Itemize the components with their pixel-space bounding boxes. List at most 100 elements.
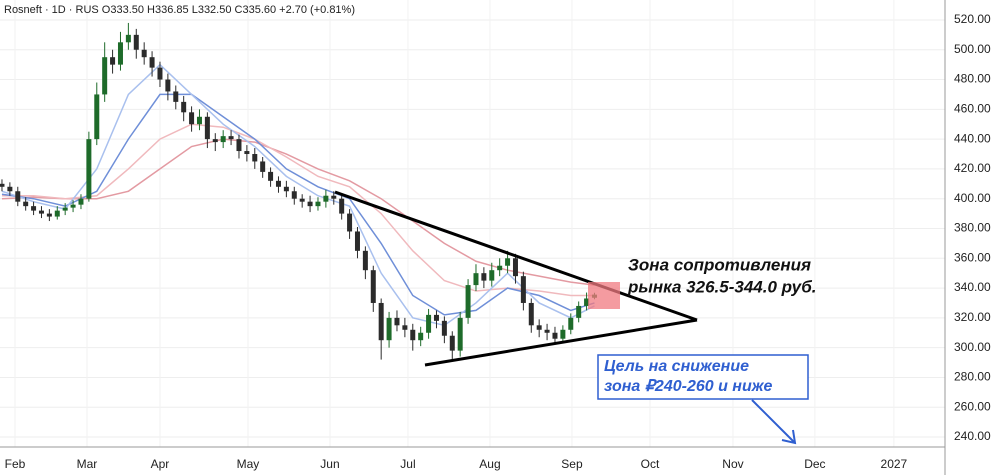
candle-body bbox=[291, 191, 297, 199]
x-tick-label: Nov bbox=[722, 457, 743, 471]
target-arrow bbox=[751, 399, 796, 444]
candle-body bbox=[354, 231, 360, 251]
y-tick-label: 520.00 bbox=[954, 12, 991, 26]
candle-body bbox=[544, 329, 550, 333]
candle-body bbox=[189, 112, 195, 125]
candle-body bbox=[70, 204, 76, 208]
candle-body bbox=[315, 201, 321, 207]
candle-body bbox=[339, 198, 345, 214]
candle-body bbox=[54, 210, 60, 217]
y-tick-label: 300.00 bbox=[954, 340, 991, 354]
candle-body bbox=[410, 329, 416, 341]
candle-body bbox=[584, 298, 590, 306]
candle-body bbox=[489, 270, 495, 281]
y-tick-label: 380.00 bbox=[954, 221, 991, 235]
x-tick-label: Mar bbox=[77, 457, 98, 471]
y-tick-label: 400.00 bbox=[954, 191, 991, 205]
candle-body bbox=[23, 201, 29, 207]
x-tick-label: Jul bbox=[400, 457, 415, 471]
y-tick-label: 240.00 bbox=[954, 429, 991, 443]
candle-body bbox=[426, 314, 432, 333]
candle-body bbox=[449, 335, 455, 351]
candle-body bbox=[560, 329, 566, 339]
candle-body bbox=[441, 320, 447, 336]
candle-body bbox=[512, 258, 518, 277]
y-tick-label: 420.00 bbox=[954, 161, 991, 175]
candle-body bbox=[275, 180, 281, 187]
candle-body bbox=[433, 314, 439, 321]
annotation: рынка 326.5-344.0 руб. bbox=[627, 277, 817, 296]
candle-body bbox=[252, 154, 258, 162]
candle-body bbox=[228, 136, 234, 140]
candle-body bbox=[125, 34, 131, 43]
candle-body bbox=[576, 305, 582, 318]
candle-body bbox=[283, 186, 289, 192]
candle-body bbox=[260, 161, 266, 172]
x-tick-label: Jun bbox=[320, 457, 339, 471]
candle-body bbox=[117, 42, 123, 65]
candle-body bbox=[394, 317, 400, 326]
x-tick-label: 2027 bbox=[881, 457, 908, 471]
candle-body bbox=[7, 186, 13, 192]
candle-body bbox=[402, 325, 408, 330]
y-tick-label: 480.00 bbox=[954, 72, 991, 86]
annotation: зона ₽240-260 и ниже bbox=[604, 378, 773, 395]
annotation: Цель на снижение bbox=[604, 358, 749, 375]
moving-average bbox=[1, 93, 595, 316]
candle-body bbox=[568, 317, 574, 330]
candle-body bbox=[331, 195, 337, 199]
candle-body bbox=[536, 325, 542, 330]
candle-body bbox=[62, 207, 68, 211]
triangle-upper bbox=[334, 190, 698, 322]
candle-body bbox=[347, 213, 353, 232]
candle-body bbox=[520, 276, 526, 303]
x-tick-label: May bbox=[237, 457, 260, 471]
candle-body bbox=[552, 332, 558, 339]
candle-body bbox=[362, 250, 368, 271]
y-tick-label: 460.00 bbox=[954, 102, 991, 116]
y-tick-label: 360.00 bbox=[954, 250, 991, 264]
candle-body bbox=[181, 101, 187, 113]
candle-body bbox=[165, 79, 171, 92]
candle-body bbox=[38, 210, 44, 214]
candle-body bbox=[173, 91, 179, 102]
candle-body bbox=[196, 116, 202, 125]
candles bbox=[0, 22, 597, 362]
candle-body bbox=[110, 57, 116, 65]
candle-body bbox=[212, 139, 218, 143]
candle-body bbox=[323, 195, 329, 202]
candle-body bbox=[31, 206, 37, 211]
moving-averages bbox=[1, 63, 595, 327]
candle-body bbox=[299, 198, 305, 202]
y-tick-label: 440.00 bbox=[954, 131, 991, 145]
candle-body bbox=[78, 198, 84, 205]
x-tick-label: Apr bbox=[151, 457, 170, 471]
candle-body bbox=[505, 258, 511, 266]
candle-body bbox=[236, 139, 242, 152]
target-arrow-head bbox=[781, 429, 797, 445]
candle-body bbox=[418, 332, 424, 341]
candle-body bbox=[94, 94, 100, 140]
candle-body bbox=[204, 116, 210, 140]
candle-body bbox=[497, 265, 503, 271]
y-tick-label: 260.00 bbox=[954, 399, 991, 413]
y-tick-label: 500.00 bbox=[954, 42, 991, 56]
annotation: Зона сопротивления bbox=[628, 255, 811, 274]
candle-body bbox=[220, 136, 226, 143]
triangle-lower bbox=[424, 318, 698, 367]
candle-body bbox=[378, 302, 384, 341]
candle-body bbox=[481, 273, 487, 281]
candle-body bbox=[370, 270, 376, 303]
y-tick-label: 320.00 bbox=[954, 310, 991, 324]
target-box bbox=[597, 354, 809, 400]
candle-body bbox=[386, 317, 392, 341]
candle-body bbox=[157, 67, 163, 80]
candle-body bbox=[457, 317, 463, 351]
header: Rosneft · 1D · RUS O333.50 H336.85 L332.… bbox=[4, 4, 355, 16]
moving-average bbox=[1, 63, 595, 327]
candle-body bbox=[473, 273, 479, 286]
candle-body bbox=[86, 139, 92, 199]
candle-body bbox=[46, 213, 52, 217]
candle-body bbox=[307, 201, 313, 207]
x-tick-label: Oct bbox=[641, 457, 660, 471]
